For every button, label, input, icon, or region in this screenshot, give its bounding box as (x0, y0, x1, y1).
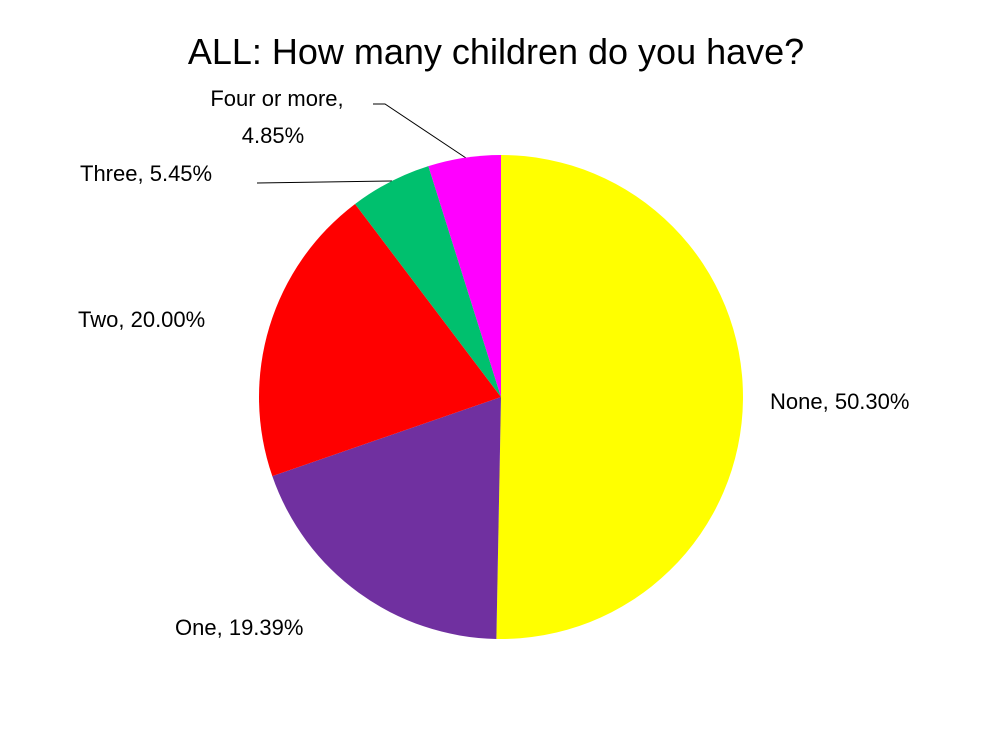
pie-slice (355, 166, 501, 397)
category-label: Four or more (210, 86, 337, 111)
value-label: 19.39% (229, 615, 304, 640)
chart-title: ALL: How many children do you have? (188, 31, 804, 72)
leader-line (373, 103, 467, 159)
value-label: 50.30% (835, 389, 910, 414)
category-label: Three (80, 161, 137, 186)
separator: , (338, 86, 344, 111)
value-label: 5.45% (150, 161, 212, 186)
leader-line (256, 180, 393, 184)
separator: , (823, 389, 835, 414)
value-label: 20.00% (131, 307, 206, 332)
pie-slice (496, 155, 743, 639)
pie-slice (259, 203, 501, 477)
pie-slice (428, 155, 501, 397)
category-label: Two (78, 307, 118, 332)
pie-slice (272, 397, 501, 639)
category-label: None (770, 389, 823, 414)
data-label: Three, 5.45% (80, 161, 212, 186)
data-label: Two, 20.00% (78, 307, 205, 332)
data-label: None, 50.30% (770, 389, 909, 414)
value-label: 4.85% (242, 123, 304, 148)
separator: , (217, 615, 229, 640)
category-label: One (175, 615, 217, 640)
separator: , (137, 161, 149, 186)
data-label: One, 19.39% (175, 615, 303, 640)
separator: , (118, 307, 130, 332)
data-label: Four or more, 4.85% (210, 86, 343, 148)
